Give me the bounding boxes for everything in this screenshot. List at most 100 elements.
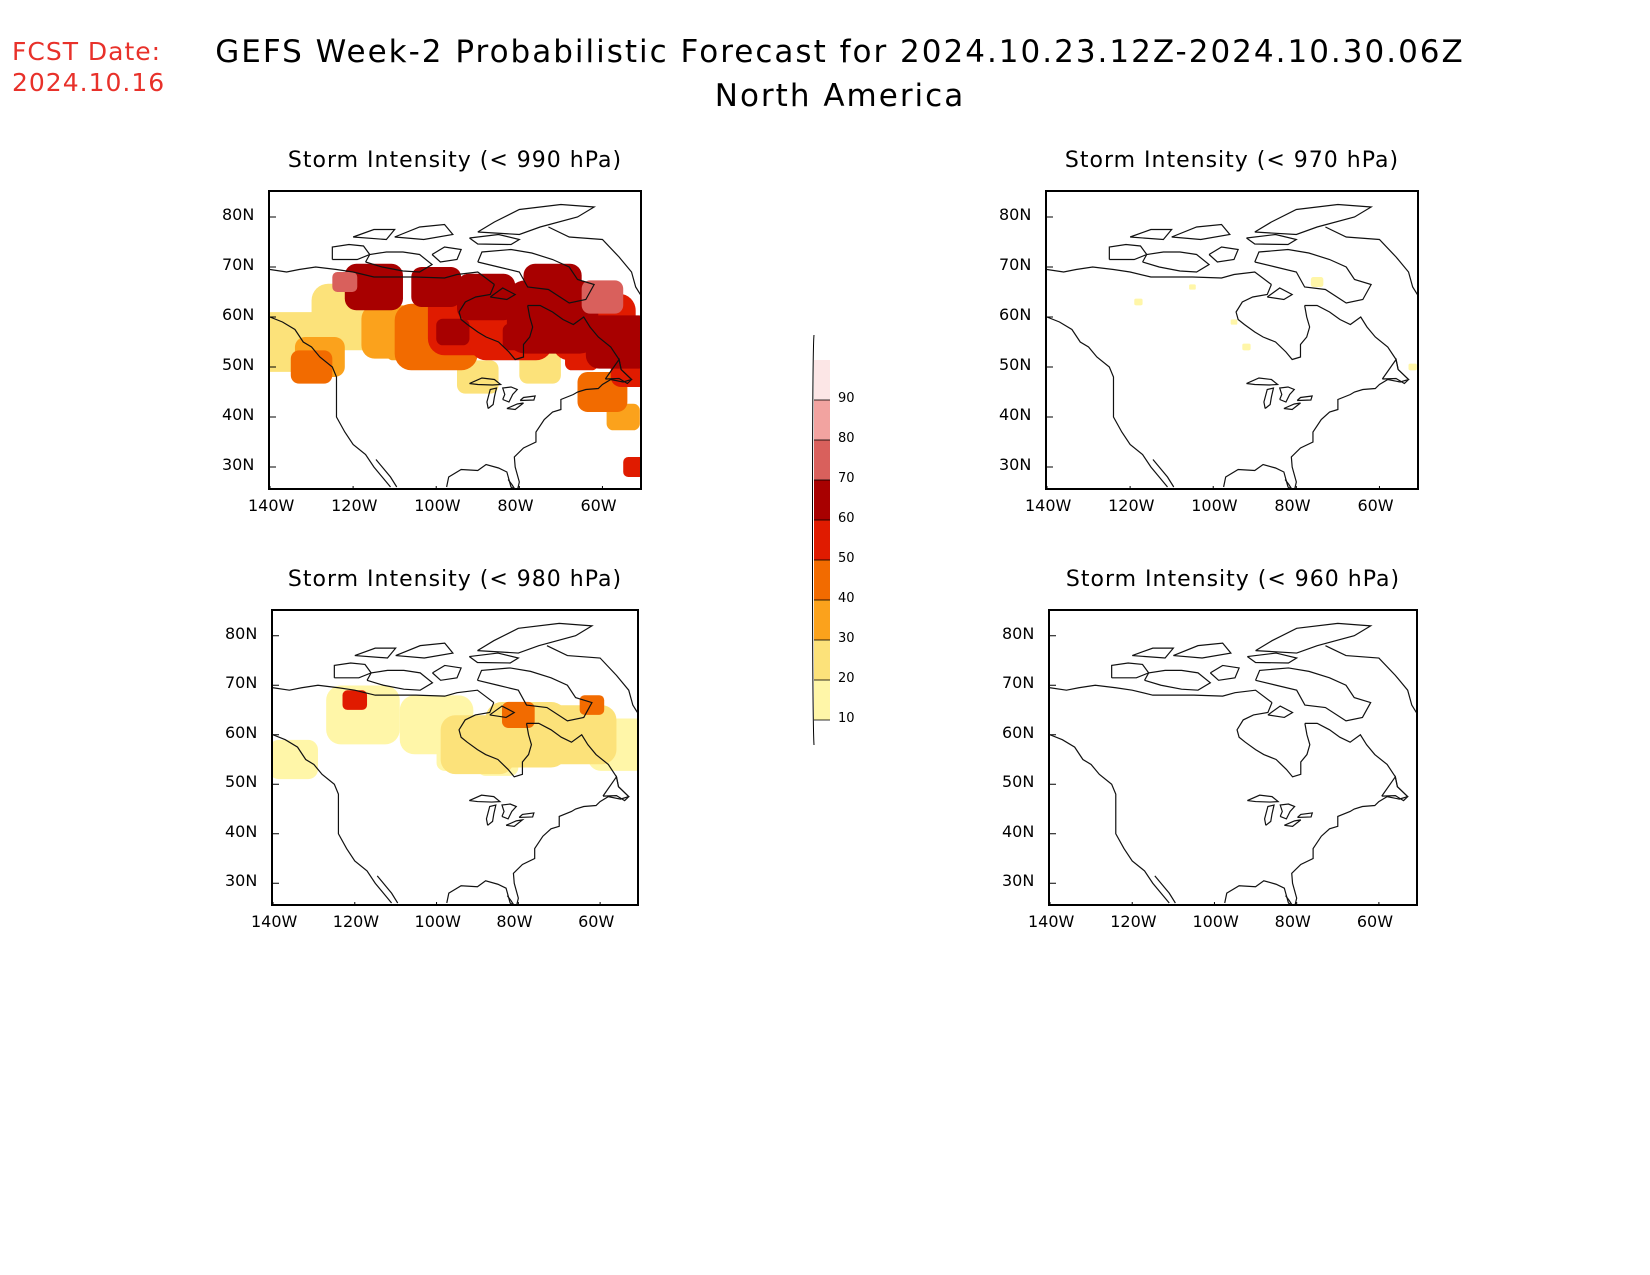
coastline: [527, 304, 620, 360]
lon-tick-label: 140W: [1025, 496, 1072, 515]
fcst-date-value: 2024.10.16: [12, 68, 166, 97]
island-outline: [354, 647, 397, 659]
coastline: [270, 316, 391, 488]
island-outline: [365, 251, 434, 273]
lat-tick-label: 50N: [225, 772, 258, 792]
island-outline: [1254, 248, 1373, 304]
lon-tick-label: 100W: [414, 496, 461, 515]
probability-cell: [1230, 319, 1238, 325]
coastline: [1152, 459, 1175, 488]
lon-tick-label: 120W: [1110, 912, 1157, 931]
colorbar-label: 20: [838, 671, 855, 686]
colorbar-swatch: [814, 400, 830, 440]
coastline: [519, 395, 536, 402]
colorbar-swatch: [814, 600, 830, 640]
island-outline: [1266, 287, 1294, 301]
coastline: [469, 377, 503, 386]
island-outline: [333, 662, 373, 679]
coastline: [1304, 304, 1397, 360]
coastline: [375, 459, 398, 488]
coastline: [1224, 776, 1409, 904]
lon-tick-label: 120W: [1108, 496, 1155, 515]
panel-title-960: Storm Intensity (< 960 hPa): [1065, 567, 1401, 592]
map-960: [1048, 609, 1418, 906]
coastline: [1297, 812, 1314, 819]
coastline: [1296, 395, 1313, 402]
coastline: [1263, 804, 1275, 826]
colorbar-label: 40: [838, 591, 855, 606]
colorbar-label: 90: [838, 391, 855, 406]
island-outline: [352, 228, 396, 241]
island-outline: [476, 667, 593, 722]
lon-tick-label: 140W: [1028, 912, 1075, 931]
lat-tick-label: 40N: [225, 821, 258, 841]
probability-cell: [523, 263, 582, 311]
coastline: [501, 803, 518, 820]
island-outline: [1325, 226, 1417, 296]
lat-tick-label: 40N: [999, 405, 1032, 424]
colorbar-swatch: [814, 520, 830, 560]
coastline: [273, 734, 393, 904]
probability-cell: [273, 739, 318, 780]
colorbar-swatch: [814, 640, 830, 680]
island-outline: [1108, 243, 1148, 261]
probability-cell: [436, 318, 470, 346]
colorbar-swatch: [814, 560, 830, 600]
probability-cell: [542, 705, 617, 765]
island-outline: [1208, 246, 1240, 263]
coastline: [1154, 875, 1176, 904]
island-outline: [432, 664, 462, 681]
coastline: [446, 359, 633, 488]
coastline: [518, 812, 535, 819]
island-outline: [1381, 775, 1409, 802]
island-outline: [477, 203, 597, 236]
map-980: [271, 609, 639, 906]
lon-tick-label: 80W: [1274, 496, 1311, 515]
coastline: [1246, 377, 1280, 386]
probability-cell: [457, 273, 516, 321]
island-outline: [1129, 228, 1173, 241]
probability-cell: [585, 315, 640, 369]
fcst-date-caption: FCST Date:: [12, 37, 162, 66]
island-outline: [1267, 705, 1294, 719]
island-outline: [1173, 642, 1233, 659]
island-outline: [468, 652, 520, 664]
probability-cell: [1242, 343, 1251, 351]
island-outline: [1111, 662, 1150, 679]
coastline: [1050, 684, 1273, 704]
shading-layer: [1134, 277, 1417, 371]
lon-tick-label: 140W: [251, 912, 298, 931]
coastline: [1050, 734, 1170, 904]
island-outline: [477, 622, 594, 654]
island-outline: [1255, 622, 1373, 654]
lon-tick-label: 80W: [496, 912, 533, 931]
panel-title-970: Storm Intensity (< 970 hPa): [1064, 148, 1400, 173]
probability-cell: [502, 323, 536, 351]
map-990: [268, 190, 642, 490]
coastline: [469, 794, 502, 803]
lon-tick-label: 60W: [1356, 912, 1394, 931]
lat-tick-label: 60N: [225, 722, 258, 742]
lon-tick-label: 80W: [497, 496, 534, 515]
coastline: [486, 387, 498, 409]
island-outline: [546, 645, 637, 713]
coastline: [485, 804, 497, 826]
lat-tick-label: 60N: [1002, 722, 1035, 742]
coastline: [1285, 895, 1293, 904]
coastline: [507, 479, 515, 488]
lon-tick-label: 100W: [1192, 912, 1239, 931]
lat-tick-label: 80N: [1002, 623, 1035, 643]
island-outline: [1142, 251, 1211, 273]
coastline: [1279, 803, 1296, 820]
coastline: [1047, 266, 1272, 285]
island-outline: [1254, 203, 1374, 236]
colorbar-label: 80: [838, 431, 855, 446]
island-outline: [1132, 647, 1175, 659]
island-outline: [469, 233, 521, 246]
lat-tick-label: 50N: [999, 355, 1032, 374]
coastline: [458, 284, 534, 361]
coastline: [273, 684, 495, 704]
lat-tick-label: 80N: [225, 623, 258, 643]
coastline: [1284, 479, 1292, 488]
lat-tick-label: 50N: [1002, 772, 1035, 792]
